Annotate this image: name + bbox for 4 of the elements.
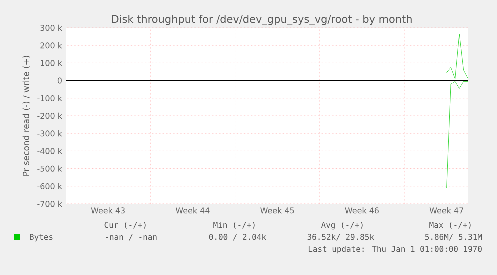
chart-title: Disk throughput for /dev/dev_gpu_sys_vg/root - by month: [112, 15, 412, 26]
y-axis-title: Pr second read (-) / write (+): [22, 56, 30, 176]
line-series: [446, 81, 468, 188]
line-series: [446, 34, 468, 80]
